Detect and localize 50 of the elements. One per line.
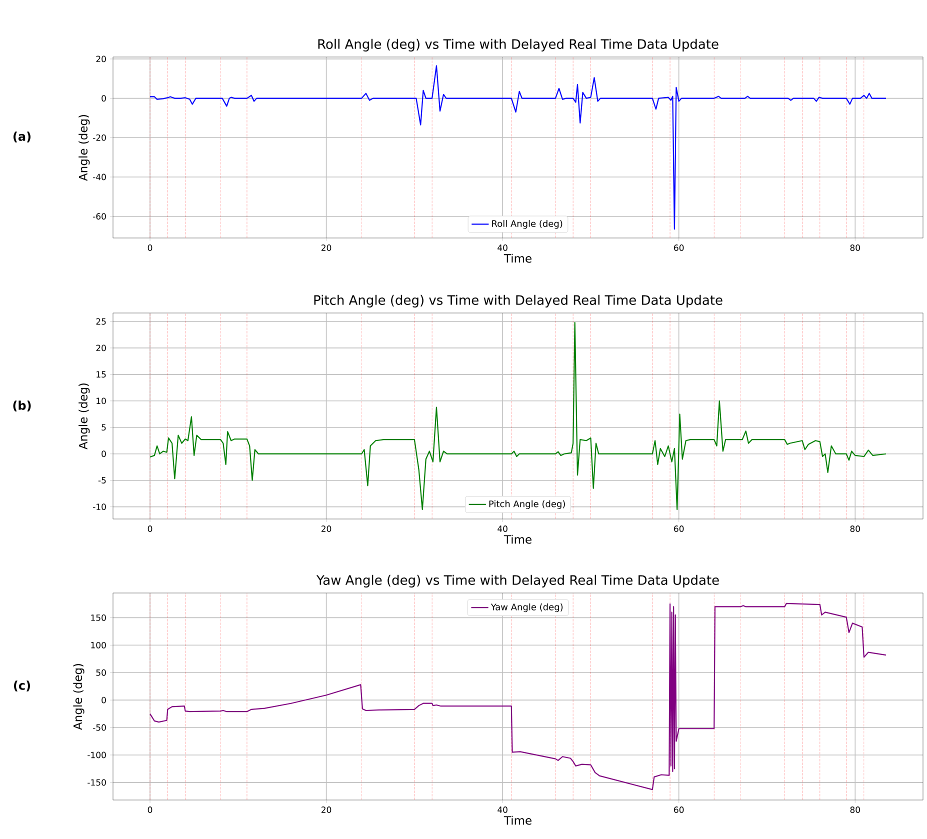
x-tick-label: 80 [850, 244, 860, 251]
x-tick-label: 40 [498, 806, 508, 813]
legend-label: Roll Angle (deg) [492, 220, 562, 229]
y-tick-label: 20 [96, 344, 106, 352]
y-tick-label: 50 [96, 669, 106, 676]
y-tick-label: 100 [91, 642, 106, 648]
x-tick-label: 0 [148, 526, 152, 532]
y-tick-label: 20 [96, 56, 106, 62]
y-axis-title: Angle (deg) [78, 114, 90, 181]
x-tick-label: 60 [674, 244, 684, 251]
y-axis-title: Angle (deg) [78, 383, 90, 450]
x-axis-title: Time [504, 254, 532, 263]
y-tick-label: -5 [98, 477, 106, 484]
y-tick-label: -150 [88, 779, 106, 786]
y-tick-label: -100 [88, 752, 106, 758]
text: (c) [14, 680, 30, 692]
y-tick-label: 25 [96, 318, 106, 325]
y-tick-label: -10 [92, 504, 106, 510]
y-tick-label: -60 [92, 213, 106, 220]
text: (b) [13, 400, 31, 412]
chart-title: Yaw Angle (deg) vs Time with Delayed Real Time Data Update [316, 574, 719, 588]
y-tick-label: -20 [92, 134, 106, 141]
text: (a) [14, 132, 31, 142]
y-tick-label: 15 [96, 371, 106, 378]
legend-label: Pitch Angle (deg) [489, 500, 565, 509]
x-tick-label: 60 [674, 806, 684, 813]
y-tick-label: 0 [102, 450, 106, 458]
x-axis-title: Time [504, 816, 532, 825]
chart-title: Roll Angle (deg) vs Time with Delayed Real Time Data Update [318, 38, 718, 52]
x-tick-label: 40 [498, 244, 508, 251]
x-tick-label: 80 [850, 806, 860, 813]
x-tick-label: 60 [674, 526, 684, 532]
y-axis-title: Angle (deg) [73, 664, 84, 730]
y-tick-label: -50 [92, 724, 106, 731]
x-axis-title: Time [504, 534, 532, 544]
x-tick-label: 0 [148, 806, 152, 813]
legend-label: Yaw Angle (deg) [490, 603, 563, 612]
y-tick-label: 10 [96, 398, 106, 404]
y-tick-label: 150 [91, 614, 106, 621]
x-tick-label: 80 [850, 526, 860, 532]
x-tick-label: 20 [322, 806, 332, 813]
y-tick-label: 0 [102, 696, 106, 704]
x-tick-label: 20 [322, 526, 332, 532]
x-tick-label: 20 [322, 244, 332, 251]
y-tick-label: -40 [92, 174, 106, 180]
chart-title: Pitch Angle (deg) vs Time with Delayed Real Time Data Update [314, 294, 722, 308]
y-tick-label: 0 [102, 95, 106, 102]
x-tick-label: 0 [148, 244, 152, 251]
y-tick-label: 5 [102, 424, 106, 431]
x-tick-label: 40 [498, 526, 508, 532]
